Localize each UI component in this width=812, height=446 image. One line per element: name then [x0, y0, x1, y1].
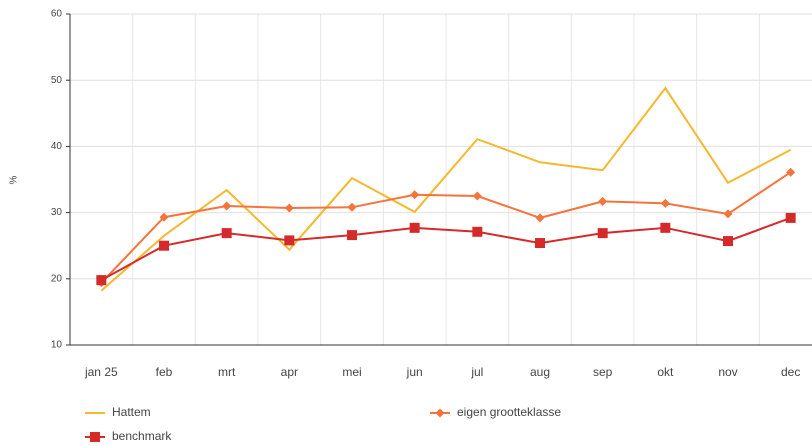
data-point — [535, 213, 545, 223]
series-line — [100, 86, 792, 292]
legend-item: eigen grootteklasse — [430, 405, 561, 419]
legend-marker — [90, 432, 100, 442]
x-tick-label: aug — [530, 365, 550, 379]
x-tick-label: dec — [781, 365, 800, 379]
series-line — [100, 216, 792, 282]
x-tick-label: jun — [406, 365, 423, 379]
data-point — [785, 212, 796, 223]
y-axis-label: % — [9, 175, 20, 184]
data-point — [347, 230, 357, 241]
x-tick-label: sep — [593, 365, 613, 379]
data-point — [347, 202, 357, 212]
x-tick-label: feb — [156, 365, 173, 379]
data-point — [723, 209, 733, 219]
legend-marker — [435, 408, 445, 418]
legend-label: eigen grootteklasse — [457, 405, 561, 419]
data-point — [221, 228, 232, 239]
x-tick-label: mrt — [218, 365, 236, 379]
data-point — [660, 198, 670, 208]
data-point — [723, 236, 733, 247]
data-point — [598, 196, 608, 206]
x-tick-label: jul — [470, 365, 483, 379]
data-point — [159, 240, 169, 251]
data-point — [96, 275, 107, 286]
data-point — [535, 238, 545, 249]
y-tick-label: 40 — [51, 141, 63, 152]
data-point — [410, 190, 420, 200]
y-tick-label: 30 — [51, 207, 63, 218]
series-line — [100, 171, 792, 284]
legend-label: benchmark — [112, 429, 172, 443]
data-point — [284, 235, 295, 246]
x-tick-label: okt — [657, 365, 674, 379]
legend-item: benchmark — [85, 429, 172, 443]
y-tick-label: 50 — [51, 75, 63, 86]
data-point — [597, 228, 608, 239]
data-point — [786, 167, 796, 177]
legend-item: Hattem — [85, 405, 151, 419]
data-point — [284, 203, 294, 213]
data-point — [472, 226, 483, 237]
y-tick-label: 10 — [51, 340, 63, 351]
data-point — [159, 212, 169, 222]
x-tick-label: jan 25 — [84, 365, 118, 379]
data-point — [222, 201, 232, 211]
x-tick-label: nov — [718, 365, 737, 379]
y-tick-label: 60 — [51, 9, 63, 20]
y-tick-label: 20 — [51, 273, 63, 284]
data-point — [472, 191, 482, 201]
legend-label: Hattem — [112, 405, 151, 419]
x-tick-label: apr — [281, 365, 298, 379]
data-point — [409, 222, 420, 233]
data-point — [660, 222, 671, 233]
x-tick-label: mei — [342, 365, 361, 379]
